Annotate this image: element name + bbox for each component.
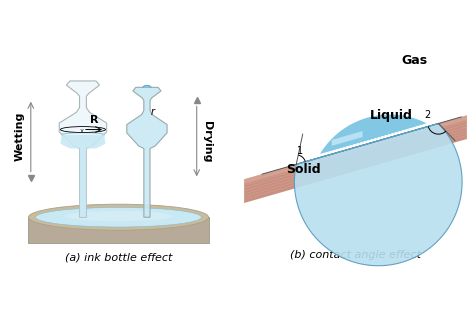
Polygon shape [294, 124, 462, 266]
Polygon shape [61, 135, 106, 217]
Text: Gas: Gas [401, 54, 428, 67]
Ellipse shape [36, 207, 201, 227]
Text: r: r [151, 107, 155, 117]
Polygon shape [332, 131, 363, 146]
Text: 2: 2 [425, 110, 431, 120]
Text: 1: 1 [297, 146, 303, 156]
Text: (a) ink bottle effect: (a) ink bottle effect [65, 252, 172, 262]
Text: Solid: Solid [286, 163, 321, 176]
Ellipse shape [28, 204, 209, 230]
Polygon shape [143, 85, 151, 87]
Ellipse shape [64, 211, 173, 221]
Polygon shape [59, 81, 107, 217]
Polygon shape [127, 87, 167, 217]
Text: Wetting: Wetting [15, 112, 25, 161]
Text: (b) contact angle effect: (b) contact angle effect [290, 250, 421, 260]
Polygon shape [320, 115, 427, 155]
Polygon shape [28, 217, 209, 243]
Polygon shape [244, 115, 467, 184]
Text: R: R [90, 115, 98, 125]
Text: Drying: Drying [202, 121, 212, 162]
Text: Liquid: Liquid [370, 109, 412, 122]
Polygon shape [244, 115, 467, 203]
Text: x: x [80, 128, 84, 134]
